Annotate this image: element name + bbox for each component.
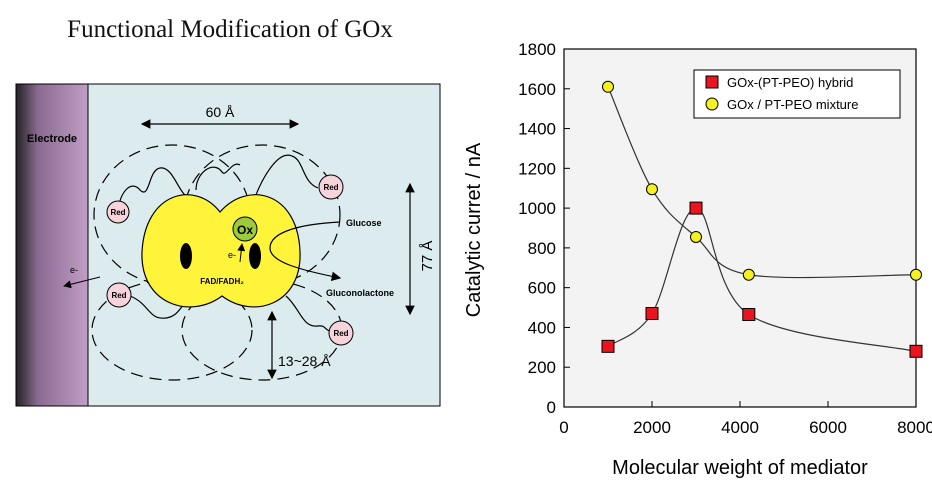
svg-text:Red: Red: [111, 291, 126, 300]
cofactor-label: FAD/FADH₂: [200, 277, 244, 286]
red-mediator: Red: [318, 174, 344, 200]
glucose-label: Glucose: [346, 218, 382, 228]
x-tick-label: 6000: [809, 418, 847, 437]
red-mediator: Red: [106, 282, 132, 308]
data-point-hybrid: [601, 339, 615, 353]
ox-circle: [232, 216, 258, 242]
glucose-path: [269, 221, 342, 282]
svg-text:Red: Red: [110, 208, 125, 217]
y-tick-label: 400: [528, 318, 556, 337]
y-tick-label: 1600: [518, 80, 556, 99]
data-point-mixture: [910, 268, 922, 281]
gluconolactone-label: Gluconolactone: [326, 288, 394, 298]
legend: GOx-(PT-PEO) hybrid GOx / PT-PEO mixture: [693, 69, 901, 119]
y-axis-label: Catalytic curret / nA: [463, 142, 485, 317]
gox-diagram: Electrode 60 Å 77 Å 13~28 Å FAD/FADH₂ Ox…: [15, 83, 441, 407]
x-tick-label: 8000: [897, 418, 932, 437]
data-point-hybrid: [689, 201, 703, 215]
x-tick-label: 0: [559, 418, 568, 437]
y-tick-label: 200: [528, 358, 556, 377]
electrode: [15, 83, 89, 407]
y-tick-label: 800: [528, 239, 556, 258]
x-axis-label: Molecular weight of mediator: [612, 457, 868, 479]
legend-marker-mixture: [705, 97, 719, 111]
distance-label: 13~28 Å: [278, 353, 331, 369]
red-mediator: Red: [328, 320, 354, 346]
ox-label: Ox: [237, 223, 253, 237]
data-point-mixture: [602, 80, 614, 93]
x-tick-label: 4000: [721, 418, 759, 437]
data-point-mixture: [646, 183, 658, 196]
y-tick-label: 1200: [518, 159, 556, 178]
fad-site-left: [180, 243, 192, 269]
electrode-label: Electrode: [27, 133, 77, 145]
red-mediator: Red: [106, 200, 130, 224]
data-point-hybrid: [909, 344, 923, 358]
data-point-mixture: [742, 268, 755, 281]
enzyme: FAD/FADH₂: [141, 194, 301, 308]
data-point-mixture: [690, 230, 702, 243]
page-title: Functional Modification of GOx: [67, 16, 393, 43]
electron-to-ox-arrow: [237, 243, 246, 263]
y-tick-label: 1000: [518, 199, 556, 218]
y-tick-label: 0: [547, 398, 556, 417]
electron-to-electrode-arrow: [63, 276, 101, 289]
x-tick-label: 2000: [633, 418, 671, 437]
legend-label-mixture: GOx / PT-PEO mixture: [727, 97, 858, 112]
y-tick-label: 1400: [518, 120, 556, 139]
data-point-hybrid: [742, 308, 756, 322]
data-point-hybrid: [645, 307, 659, 321]
legend-label-hybrid: GOx-(PT-PEO) hybrid: [727, 75, 853, 90]
height-label: 77 Å: [419, 241, 436, 272]
outer-electron-label: e-: [70, 265, 78, 275]
legend-marker-hybrid: [705, 75, 719, 89]
fad-site-right: [249, 243, 261, 269]
svg-text:Red: Red: [323, 183, 338, 192]
tether-lines: [117, 154, 333, 333]
y-tick-label: 1800: [518, 40, 556, 59]
y-tick-label: 600: [528, 279, 556, 298]
inner-electron-label: e-: [228, 250, 236, 260]
svg-text:Red: Red: [333, 329, 348, 338]
width-label: 60 Å: [206, 104, 235, 120]
